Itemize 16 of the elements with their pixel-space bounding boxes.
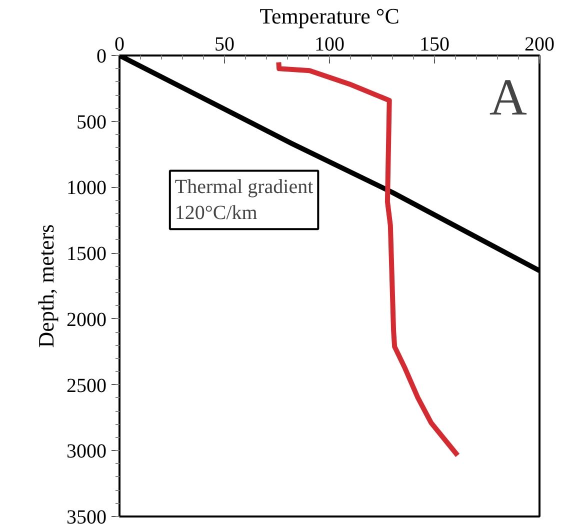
x-tick-label: 200 xyxy=(524,34,554,56)
x-tick-label: 100 xyxy=(314,34,344,56)
y-tick-label: 2500 xyxy=(66,374,106,397)
annotation: Thermal gradient 120°C/km xyxy=(174,176,314,224)
y-tick-label: 2000 xyxy=(66,308,106,331)
x-axis-title: Temperature °C xyxy=(260,4,400,28)
y-axis-title: Depth, meters xyxy=(34,224,58,348)
y-tick-label: 3500 xyxy=(66,506,106,528)
y-tick-label: 3000 xyxy=(66,440,106,463)
y-tick-label: 1000 xyxy=(66,177,106,200)
x-tick-label: 0 xyxy=(114,34,124,56)
x-tick-label: 50 xyxy=(214,34,234,56)
annotation: A xyxy=(489,69,528,126)
y-tick-label: 500 xyxy=(76,111,106,134)
y-tick-label: 1500 xyxy=(66,243,106,266)
x-tick-label: 150 xyxy=(420,34,450,56)
